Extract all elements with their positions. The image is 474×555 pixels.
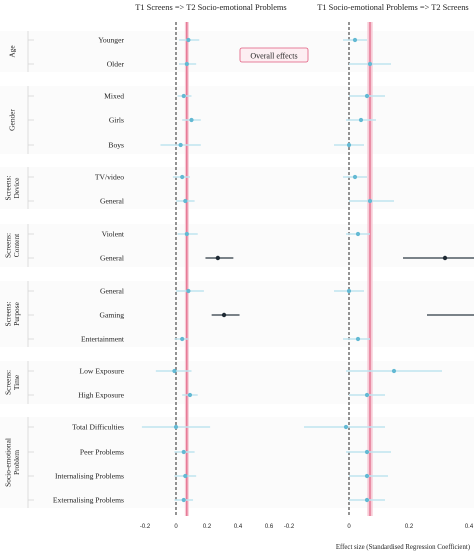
estimate-point — [352, 37, 358, 43]
x-tick-label: 0 — [347, 524, 351, 530]
estimate-point — [346, 142, 352, 148]
estimate-point — [184, 231, 189, 237]
estimate-point — [180, 174, 185, 180]
row-label: General — [100, 287, 124, 296]
group-band — [0, 31, 474, 72]
estimate-point — [364, 449, 370, 455]
estimate-point — [364, 497, 370, 503]
estimate-point — [189, 117, 194, 123]
estimate-point — [221, 312, 227, 318]
group-band — [0, 224, 474, 267]
estimate-point — [364, 93, 370, 99]
estimate-point — [352, 174, 358, 180]
overall-effects-label: Overall effects — [250, 51, 297, 60]
x-tick-label: 0.4 — [465, 524, 474, 530]
row-labels: Younger Older Mixed Girls Boys TV/video Genera… — [53, 36, 125, 505]
group-label: Screens:Time — [4, 370, 22, 395]
estimate-point — [355, 336, 361, 342]
estimate-point — [181, 497, 186, 503]
overall-effects-annotation: Overall effects — [239, 47, 309, 63]
x-tick-label: 0 — [174, 524, 178, 530]
panel-left-title: T1 Screens => T2 Socio-emotional Problem… — [135, 3, 286, 12]
row-label: Boys — [108, 141, 124, 150]
estimate-point — [364, 392, 370, 398]
x-tick-label: -0.2 — [284, 524, 295, 530]
row-label: Gaming — [100, 311, 125, 320]
group-label: Screens:Device — [4, 175, 22, 200]
group-label: Age — [8, 45, 17, 58]
estimate-point — [178, 142, 183, 148]
row-label: Internalising Problems — [55, 472, 124, 481]
estimate-point — [215, 255, 221, 261]
group-band — [0, 361, 474, 404]
group-bands — [0, 31, 474, 508]
x-tick-label: 0.2 — [405, 524, 414, 530]
estimate-point — [391, 368, 397, 374]
estimate-point — [184, 61, 189, 67]
row-label: Girls — [109, 116, 124, 125]
row-label: High Exposure — [78, 391, 124, 400]
estimate-point — [183, 198, 188, 204]
x-tick-label: 0.2 — [203, 524, 212, 530]
estimate-point — [186, 288, 191, 294]
group-label: Screens:Purpose — [4, 301, 22, 326]
panel-left: -0.2 0 0.2 0.4 0.6 — [140, 22, 274, 530]
row-label: Younger — [98, 36, 124, 45]
x-tick-label: -0.2 — [140, 524, 151, 530]
estimate-point — [358, 117, 364, 123]
panel-right: -0.200.20.40.6 — [284, 22, 474, 530]
group-band — [0, 281, 474, 347]
row-label: Externalising Problems — [53, 496, 124, 505]
estimate-point — [172, 368, 177, 374]
estimate-point — [364, 473, 370, 479]
row-label: General — [100, 254, 124, 263]
group-label: Screens:Content — [4, 233, 22, 258]
group-band — [0, 417, 474, 508]
x-axis-label: Effect size (Standardised Regression Coe… — [336, 544, 470, 551]
estimate-point — [442, 255, 448, 261]
estimate-point — [367, 198, 373, 204]
panel-right-title: T1 Socio-emotional Problems => T2 Screen… — [317, 3, 468, 12]
estimate-point — [343, 424, 349, 430]
estimate-point — [346, 288, 352, 294]
estimate-point — [181, 93, 186, 99]
group-label: Gender — [8, 109, 17, 131]
group-brackets — [27, 31, 34, 508]
group-band — [0, 86, 474, 154]
row-label: General — [100, 197, 124, 206]
group-band — [0, 167, 474, 209]
x-tick-label: 0.6 — [265, 524, 274, 530]
estimate-point — [186, 37, 191, 43]
estimate-point — [181, 449, 186, 455]
row-label: Violent — [102, 230, 125, 239]
estimate-point — [173, 424, 179, 430]
row-label: Entertainment — [81, 335, 125, 344]
row-label: Total Difficulties — [72, 423, 124, 432]
row-label: Peer Problems — [80, 448, 124, 457]
row-label: TV/video — [95, 173, 124, 182]
estimate-point — [367, 61, 373, 67]
x-tick-label: 0.4 — [234, 524, 243, 530]
row-label: Low Exposure — [80, 367, 125, 376]
estimate-point — [355, 231, 361, 237]
estimate-point — [187, 392, 193, 398]
group-labels: Age Gender Screens:Device Screens:Content Sc… — [4, 45, 22, 487]
row-label: Older — [107, 60, 125, 69]
estimate-point — [183, 473, 188, 479]
estimate-point — [180, 336, 185, 342]
row-label: Mixed — [104, 92, 124, 101]
group-label: Socio-emotionalProblem — [4, 438, 22, 487]
